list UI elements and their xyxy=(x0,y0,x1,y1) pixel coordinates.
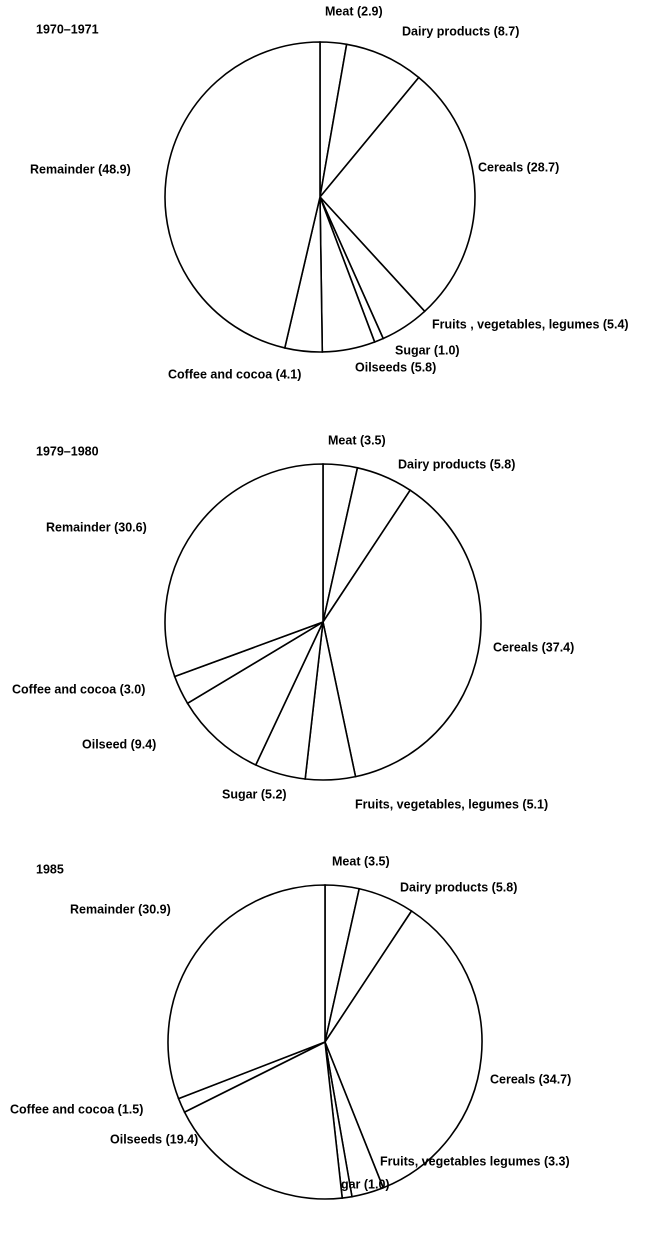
pie-slice xyxy=(183,1040,344,1200)
slice-label: Sugar (1.0) xyxy=(395,343,460,357)
slice-label: Meat (3.5) xyxy=(328,433,386,447)
slice-label: Remainder (48.9) xyxy=(30,162,131,176)
slice-label: Dairy products (5.8) xyxy=(398,457,515,471)
slice-label: Remainder (30.6) xyxy=(46,520,147,534)
slice-label: Oilseed (9.4) xyxy=(82,737,156,751)
pie-slice xyxy=(186,619,325,767)
pie-slice xyxy=(164,463,324,678)
pie-slice xyxy=(164,41,321,349)
chart-title: 1985 xyxy=(36,862,64,876)
slice-label: Meat (2.9) xyxy=(325,4,383,18)
pie-slice xyxy=(324,909,483,1189)
slice-label: Fruits, vegetables, legumes (5.1) xyxy=(355,797,548,811)
slice-label: Remainder (30.9) xyxy=(70,902,171,916)
pie-slice xyxy=(318,76,476,313)
slice-label: Sugar (5.2) xyxy=(222,787,287,801)
slice-label: Fruits , vegetables, legumes (5.4) xyxy=(432,317,629,331)
chart-title: 1970–1971 xyxy=(36,22,99,36)
pie-slice xyxy=(167,884,326,1100)
slice-label: Coffee and cocoa (3.0) xyxy=(12,682,145,696)
slice-label: Cereals (37.4) xyxy=(493,640,574,654)
slice-label: Meat (3.5) xyxy=(332,854,390,868)
pie-slice xyxy=(322,489,482,778)
slice-label: Cereals (34.7) xyxy=(490,1072,571,1086)
slice-label: Cereals (28.7) xyxy=(478,160,559,174)
slice-label: Dairy products (5.8) xyxy=(400,880,517,894)
slice-label: Dairy products (8.7) xyxy=(402,24,519,38)
chart-title: 1979–1980 xyxy=(36,444,99,458)
slice-label: Coffee and cocoa (4.1) xyxy=(168,367,301,381)
slice-label: Coffee and cocoa (1.5) xyxy=(10,1102,143,1116)
slice-label: Oilseeds (5.8) xyxy=(355,360,436,374)
slice-label: Oilseeds (19.4) xyxy=(110,1132,198,1146)
slice-label: Fruits, vegetables legumes (3.3) xyxy=(380,1154,570,1168)
